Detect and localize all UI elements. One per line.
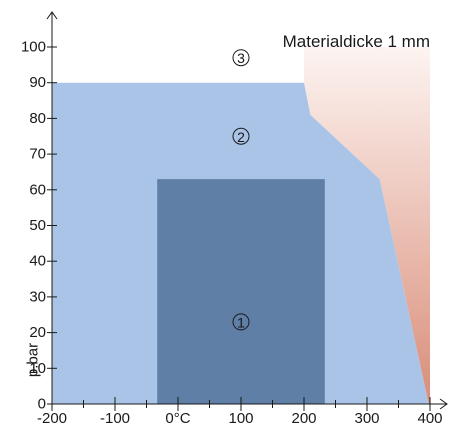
y-tick-label: 80 — [29, 110, 46, 127]
region-1-area — [157, 179, 325, 404]
y-tick-label: 10 — [29, 360, 46, 377]
y-axis-arrow — [46, 11, 58, 20]
region-1-label: 1 — [237, 314, 245, 330]
x-tick-label: 400 — [417, 410, 442, 427]
y-tick-label: 70 — [29, 146, 46, 163]
y-tick-label: 100 — [21, 39, 46, 56]
region-3-area — [304, 47, 430, 404]
region-2-marker — [232, 127, 250, 145]
y-axis-label: p.bar — [25, 343, 42, 377]
region-3-label: 3 — [237, 50, 245, 66]
labels-layer: Materialdicke 1 mm p.bar — [25, 32, 431, 377]
y-tick-label: 60 — [29, 181, 46, 198]
regions-layer: 1 2 3 — [52, 47, 430, 404]
axes-layer: -200 -100 0°C 100 200 300 400 0 10 20 30 40 50 60 70 80… — [21, 11, 448, 427]
y-tick-label: 40 — [29, 253, 46, 270]
x-tick-label: 100 — [228, 410, 253, 427]
x-tick-label: 300 — [354, 410, 379, 427]
chart-title: Materialdicke 1 mm — [283, 32, 430, 51]
region-3-marker — [232, 49, 250, 67]
x-tick-label: 0°C — [165, 410, 190, 427]
y-tick-label: 20 — [29, 324, 46, 341]
x-tick-label: -200 — [37, 410, 67, 427]
x-tick-label: -100 — [100, 410, 130, 427]
x-axis-arrow — [439, 398, 448, 410]
region-1-marker — [232, 313, 250, 331]
y-tick-label: 90 — [29, 74, 46, 91]
y-tick-label: 30 — [29, 288, 46, 305]
x-tick-label: 200 — [291, 410, 316, 427]
region-2-label: 2 — [237, 129, 245, 145]
y-tick-label: 50 — [29, 217, 46, 234]
y-tick-label: 0 — [38, 396, 46, 413]
